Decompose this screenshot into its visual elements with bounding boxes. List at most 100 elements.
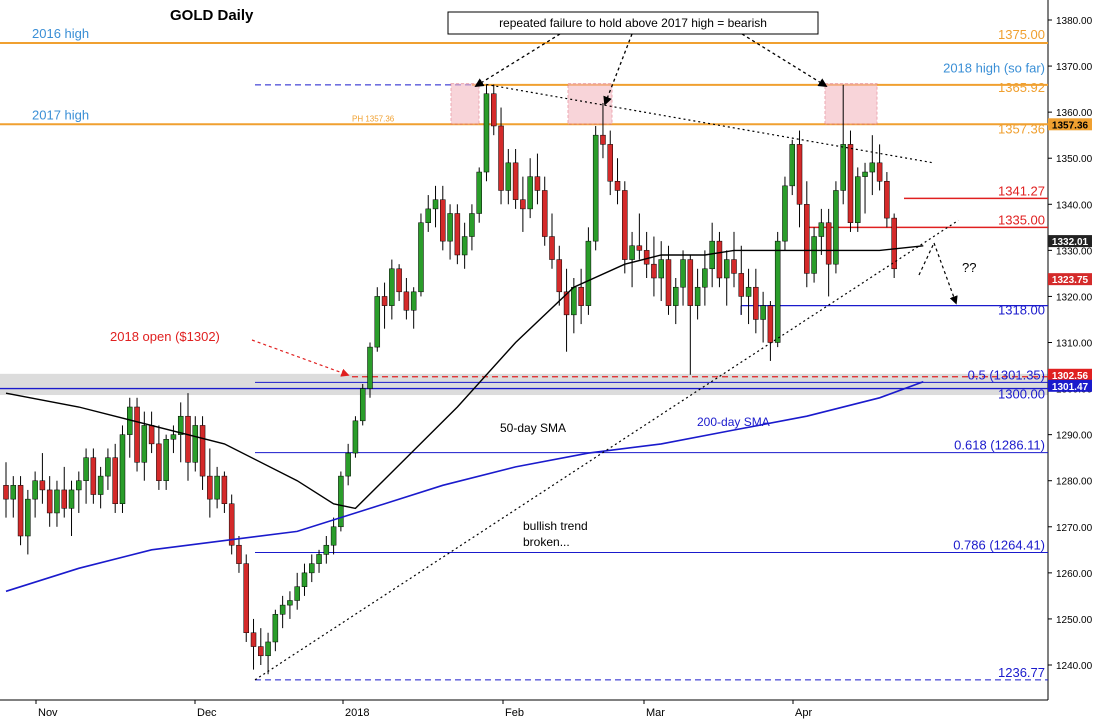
right-level-label: 1341.27 <box>998 183 1045 198</box>
candle-body <box>855 176 861 223</box>
candles <box>3 84 897 675</box>
candle-body <box>10 485 17 500</box>
candle-body <box>614 181 621 191</box>
price-axis: Nov Dec 2018 Feb Mar Apr 1240.00 1250.00 1260.00… <box>35 16 1093 719</box>
sma200-line <box>5 380 924 593</box>
x-tick-label: 2018 <box>345 707 369 719</box>
candle-body <box>432 199 439 210</box>
candle-body <box>796 144 803 205</box>
candle-body <box>359 388 366 422</box>
candle-body <box>818 222 825 237</box>
candle-body <box>534 176 541 191</box>
price-badge <box>1048 235 1092 248</box>
price-badge-text: 1332.01 <box>1052 237 1089 248</box>
label-2017-high: 2017 high <box>32 107 89 122</box>
y-tick-label: 1250.00 <box>1056 615 1093 626</box>
sma50-label: 50-day SMA <box>500 421 566 435</box>
right-level-label: 1335.00 <box>998 212 1045 227</box>
y-tick-label: 1380.00 <box>1056 16 1093 27</box>
y-tick-label: 1350.00 <box>1056 154 1093 165</box>
question-label: ?? <box>962 260 976 275</box>
candle-body <box>381 296 388 306</box>
candle-body <box>753 286 759 320</box>
candle-body <box>876 162 883 182</box>
candle-body <box>352 420 359 454</box>
candle-body <box>301 572 308 587</box>
candle-body <box>207 475 213 500</box>
candle-body <box>389 268 395 306</box>
y-tick-label: 1340.00 <box>1056 200 1093 211</box>
candle-body <box>505 162 512 191</box>
grid <box>0 0 1049 701</box>
candle-body <box>316 554 322 564</box>
candle-body <box>709 240 715 270</box>
candle-body <box>76 480 82 491</box>
candle-body <box>440 199 446 242</box>
candle-body <box>258 646 264 657</box>
right-level-label: 0.786 (1264.41) <box>953 538 1045 553</box>
candle-body <box>338 475 344 528</box>
trend-label-2: broken... <box>523 535 570 549</box>
price-badge-text: 1302.56 <box>1052 371 1089 382</box>
x-tick-label: Dec <box>197 707 217 719</box>
candle-body <box>600 134 606 145</box>
candle-body <box>716 240 723 279</box>
y-tick-label: 1370.00 <box>1056 62 1093 73</box>
price-badge <box>1048 118 1092 131</box>
candle-body <box>250 632 257 647</box>
candle-body <box>578 286 584 306</box>
candle-body <box>418 222 424 293</box>
candle-body <box>25 498 31 537</box>
failure-highlight-box <box>450 83 480 125</box>
candle-body <box>651 263 657 279</box>
candle-body <box>847 144 854 223</box>
ph-label: PH 1357.36 <box>352 114 395 123</box>
bullish-trendline <box>254 219 959 681</box>
y-tick-label: 1270.00 <box>1056 523 1093 534</box>
candle-body <box>491 93 497 127</box>
candle-body <box>782 185 788 242</box>
callout-arrow <box>741 33 828 87</box>
candle-body <box>891 217 897 270</box>
candle-body <box>541 190 548 237</box>
right-level-label: 1300.00 <box>998 387 1045 402</box>
candle-body <box>694 286 701 306</box>
price-badge-text: 1357.36 <box>1052 120 1089 131</box>
candle-body <box>636 245 643 251</box>
candle-body <box>840 144 846 191</box>
open-label: 2018 open ($1302) <box>110 329 220 344</box>
right-level-label: 1318.00 <box>998 303 1045 318</box>
candle-body <box>141 425 148 463</box>
sma200-label: 200-day SMA <box>697 415 770 429</box>
candle-body <box>97 475 104 495</box>
candle-body <box>163 439 169 481</box>
candle-body <box>483 93 490 173</box>
candle-body <box>833 190 839 265</box>
candle-body <box>134 406 140 463</box>
candle-body <box>228 503 235 546</box>
candle-body <box>607 144 613 182</box>
candle-body <box>119 434 126 504</box>
candle-body <box>345 452 351 477</box>
candle-body <box>39 480 46 491</box>
candle-body <box>461 236 468 256</box>
candle-body <box>520 199 526 210</box>
candle-body <box>214 475 220 500</box>
candle-body <box>745 286 752 297</box>
candle-body <box>592 134 599 242</box>
open-arrow <box>251 339 350 377</box>
candle-body <box>367 346 373 389</box>
callout-box <box>447 11 819 35</box>
price-badge <box>1048 368 1092 381</box>
right-level-label: 0.618 (1286.11) <box>954 438 1045 453</box>
support-zone-band <box>0 373 1048 396</box>
candle-body <box>869 162 876 173</box>
candle-body <box>643 250 650 265</box>
candle-body <box>862 171 868 177</box>
candle-body <box>687 259 694 306</box>
candle-body <box>774 240 781 343</box>
candle-body <box>185 415 191 463</box>
y-tick-label: 1330.00 <box>1056 246 1093 257</box>
right-level-label: 1375.00 <box>998 27 1045 42</box>
